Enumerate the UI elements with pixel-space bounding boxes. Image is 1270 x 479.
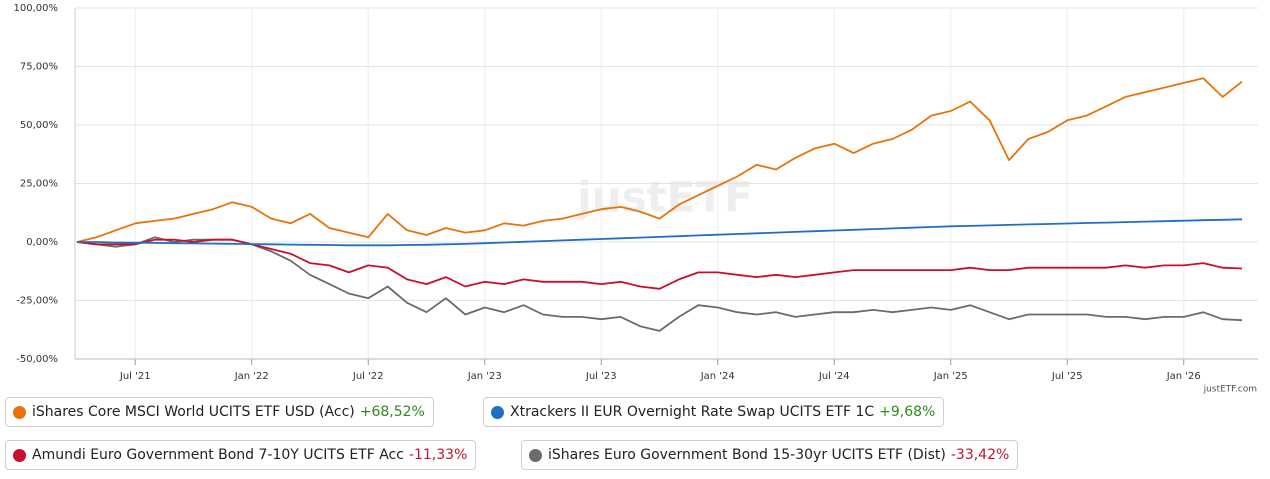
series-line — [76, 77, 1243, 243]
x-tick-label: Jul '22 — [352, 371, 384, 382]
x-tick-label: Jan '24 — [700, 371, 735, 382]
legend-item[interactable]: Xtrackers II EUR Overnight Rate Swap UCI… — [483, 397, 945, 427]
y-tick-label: 50,00% — [20, 120, 58, 131]
y-tick-label: 0,00% — [26, 237, 58, 248]
x-tick-label: Jan '25 — [933, 371, 968, 382]
x-tick-label: Jan '22 — [234, 371, 269, 382]
legend-change: +9,68% — [879, 404, 936, 420]
series-line — [76, 236, 1243, 332]
legend-item[interactable]: iShares Core MSCI World UCITS ETF USD (A… — [5, 397, 434, 427]
credit: justETF.com — [1203, 385, 1257, 395]
y-tick-label: -50,00% — [16, 354, 58, 365]
legend-label: Amundi Euro Government Bond 7-10Y UCITS … — [32, 447, 404, 463]
legend-item[interactable]: iShares Euro Government Bond 15-30yr UCI… — [521, 440, 1019, 470]
legend-item[interactable]: Amundi Euro Government Bond 7-10Y UCITS … — [5, 440, 477, 470]
legend-label: Xtrackers II EUR Overnight Rate Swap UCI… — [510, 404, 875, 420]
y-tick-label: 75,00% — [20, 62, 58, 73]
legend-change: -11,33% — [408, 447, 468, 463]
legend-label: iShares Core MSCI World UCITS ETF USD (A… — [32, 404, 355, 420]
legend-marker — [13, 405, 26, 419]
legend-marker — [491, 405, 504, 419]
legend-change: +68,52% — [359, 404, 425, 420]
x-tick-label: Jan '23 — [467, 371, 502, 382]
series-line — [77, 218, 1243, 247]
y-tick-label: 25,00% — [20, 179, 58, 190]
x-tick-label: Jul '25 — [1051, 371, 1083, 382]
watermark: justETF — [575, 173, 752, 222]
legend-marker — [13, 448, 26, 462]
x-tick-label: Jul '24 — [818, 371, 850, 382]
series-line — [76, 238, 1243, 290]
y-tick-label: -25,00% — [16, 296, 58, 307]
x-tick-label: Jul '21 — [119, 371, 151, 382]
x-tick-label: Jul '23 — [585, 371, 617, 382]
legend-label: iShares Euro Government Bond 15-30yr UCI… — [548, 447, 946, 463]
y-tick-label: 100,00% — [14, 3, 59, 14]
chart: justETF justETF.com -50,00% -25,00% 0,00% 2… — [14, 3, 1258, 395]
legend-marker — [529, 448, 542, 462]
x-tick-label: Jan '26 — [1166, 371, 1201, 382]
legend-change: -33,42% — [950, 447, 1010, 463]
